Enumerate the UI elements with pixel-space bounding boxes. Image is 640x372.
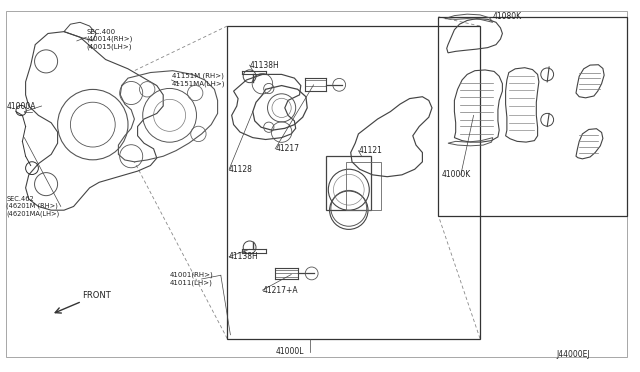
Text: J44000EJ: J44000EJ [557, 350, 591, 359]
Bar [326, 156, 371, 210]
Text: 41138H: 41138H [250, 61, 279, 70]
Text: 41217+A: 41217+A [262, 286, 298, 295]
Text: 41080K: 41080K [493, 12, 522, 21]
Text: 41121: 41121 [358, 146, 382, 155]
Text: SEC.462
(46201M (RH>)
(46201MA(LH>): SEC.462 (46201M (RH>) (46201MA(LH>) [6, 196, 60, 217]
Text: 41151M (RH>)
41151MA(LH>): 41151M (RH>) 41151MA(LH>) [172, 73, 225, 87]
Text: 41001(RH>)
41011(LH>): 41001(RH>) 41011(LH>) [170, 272, 213, 286]
Bar [227, 26, 480, 339]
Text: 41000A: 41000A [6, 102, 36, 110]
Text: 41000K: 41000K [442, 170, 471, 179]
Text: 41128: 41128 [229, 165, 253, 174]
Text: 41000L: 41000L [275, 347, 304, 356]
Bar [438, 17, 627, 216]
Text: 41138H: 41138H [229, 252, 259, 261]
Text: SEC.400
(40014(RH>)
(40015(LH>): SEC.400 (40014(RH>) (40015(LH>) [86, 29, 132, 49]
Text: FRONT: FRONT [82, 291, 111, 300]
Bar [346, 162, 381, 210]
Text: 41217: 41217 [275, 144, 300, 153]
